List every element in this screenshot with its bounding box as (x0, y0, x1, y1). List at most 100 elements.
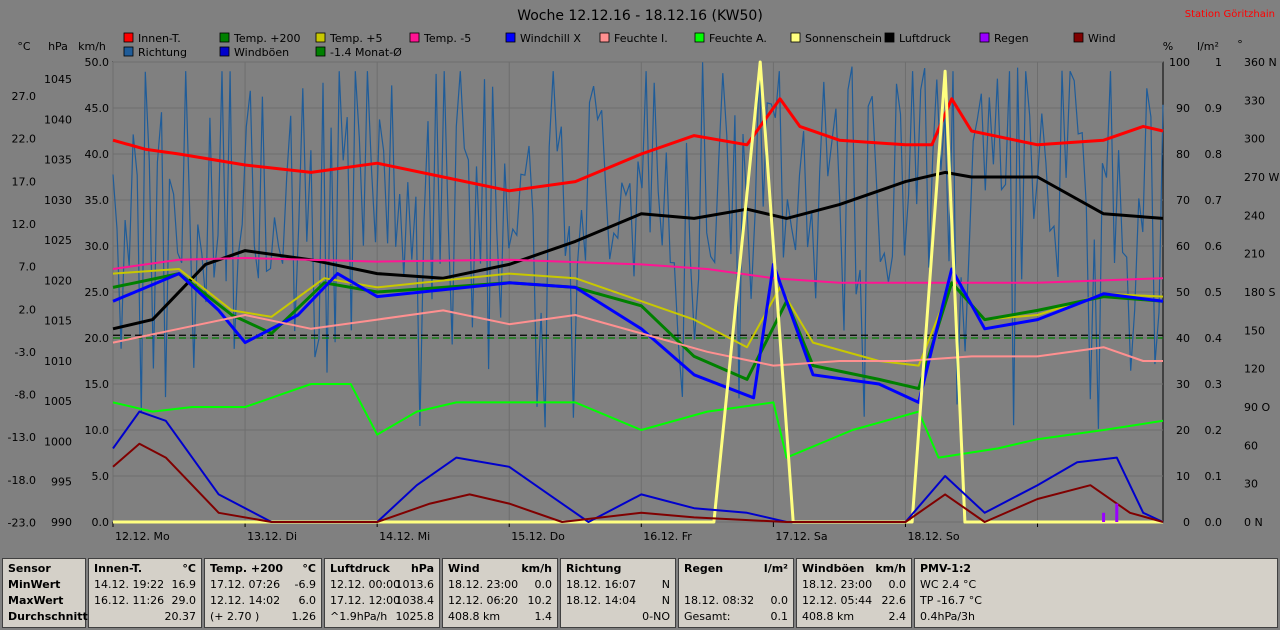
stats-windboeen-title: Windböen (802, 562, 865, 575)
degree-tick-label: 300 (1244, 133, 1265, 146)
legend-label-row1: Sonnenschein (805, 32, 882, 45)
stats-innen-title: Innen-T. (94, 562, 143, 575)
stats-innen-time: 16.12. 11:26 (94, 594, 165, 607)
stats-innen-value: 29.0 (171, 594, 197, 607)
sensor-label: Sensor (8, 562, 51, 575)
stats-richtung-value: N (661, 578, 670, 591)
rain-tick-label: 0.3 (1205, 378, 1223, 391)
degree-tick-label: 60 (1244, 439, 1258, 452)
series-windchill (112, 262, 1164, 404)
stats-regen-panel: Regen l/m² 18.12. 08:32 0.0 Gesamt: 0.1 (678, 558, 794, 628)
legend-swatch (219, 32, 230, 43)
degree-tick-label: 210 (1244, 248, 1265, 261)
x-tick-label: 15.12. Do (511, 530, 565, 543)
stats-richtung-title: Richtung (566, 562, 622, 575)
stats-table: Sensor MinWert MaxWert Durchschnitt Inne… (0, 556, 1280, 630)
legend-swatch (694, 32, 705, 43)
legend-label-row1: Wind (1088, 32, 1116, 45)
temp-tick-label: -13.0 (8, 431, 36, 444)
x-tick-label: 18.12. So (907, 530, 959, 543)
hpa-tick-label: 1000 (44, 435, 72, 448)
x-tick-label: 13.12. Di (247, 530, 297, 543)
degree-tick-label: 30 (1244, 478, 1258, 491)
rain-tick-label: 0.2 (1205, 424, 1223, 437)
regen-bar (1102, 512, 1106, 522)
stats-luftdruck-value: 1013.6 (395, 578, 435, 591)
rain-tick-label: 0.1 (1205, 470, 1223, 483)
legend-swatch (790, 32, 801, 43)
temp-tick-label: 12.0 (12, 218, 37, 231)
degree-tick-label: 120 (1244, 363, 1265, 376)
percent-tick-label: 40 (1176, 332, 1190, 345)
rain-tick-label: 0.6 (1205, 240, 1223, 253)
stats-pmv-value: TP -16.7 °C (920, 594, 982, 607)
legend-label-row1: Regen (994, 32, 1029, 45)
stats-wind-value: 1.4 (534, 610, 553, 623)
stats-pmv-value: 0.4hPa/3h (920, 610, 976, 623)
stats-innen-value: 20.37 (164, 610, 197, 623)
kmh-tick-label: 50.0 (85, 56, 110, 69)
kmh-tick-label: 35.0 (85, 194, 110, 207)
stats-wind-time: 12.12. 06:20 (448, 594, 519, 607)
stats-pmv-title: PMV-1:2 (920, 562, 971, 575)
percent-tick-label: 10 (1176, 470, 1190, 483)
series-temp_m5 (112, 257, 1164, 284)
legend-swatch (505, 32, 516, 43)
kmh-tick-label: 45.0 (85, 102, 110, 115)
legend-label-row2: Windböen (234, 46, 289, 59)
stats-windboeen-time: 408.8 km (802, 610, 855, 623)
degree-tick-label: 150 (1244, 324, 1265, 337)
weather-chart: Woche 12.12.16 - 18.12.16 (KW50) Station … (8, 8, 1280, 543)
kmh-tick-label: 25.0 (85, 286, 110, 299)
stats-temp200-value: -6.9 (294, 578, 316, 591)
temp-tick-label: -23.0 (8, 517, 36, 530)
hpa-tick-label: 1020 (44, 274, 72, 287)
stats-temp200-value: 1.26 (291, 610, 317, 623)
stats-pmv-value: WC 2.4 °C (920, 578, 977, 591)
rain-tick-label: 1 (1215, 56, 1222, 69)
x-tick-label: 16.12. Fr (643, 530, 692, 543)
percent-tick-label: 70 (1176, 194, 1190, 207)
stats-windboeen-panel: Windböen km/h 18.12. 23:00 0.0 12.12. 05:44 2… (796, 558, 912, 628)
stats-luftdruck-value: 1025.8 (395, 610, 435, 623)
stats-wind-unit: km/h (521, 562, 552, 575)
stats-regen-unit: l/m² (763, 562, 788, 575)
axis-unit-hpa: hPa (48, 40, 68, 53)
stats-windboeen-value: 2.4 (888, 610, 907, 623)
stats-wind-time: 408.8 km (448, 610, 501, 623)
legend-label-row1: Windchill X (520, 32, 581, 45)
stats-luftdruck-time: 17.12. 12:00 (330, 594, 401, 607)
percent-tick-label: 100 (1169, 56, 1190, 69)
legend-label-row2: -1.4 Monat-Ø (330, 46, 402, 59)
chart-title: Woche 12.12.16 - 18.12.16 (KW50) (517, 8, 763, 24)
series-feuchte_i (112, 309, 1163, 367)
hpa-tick-label: 1045 (44, 73, 72, 86)
stats-temp200-title: Temp. +200 (210, 562, 284, 575)
degree-tick-label: 360 N (1244, 56, 1277, 69)
min-label: MinWert (8, 578, 61, 591)
legend-label-row1: Feuchte A. (709, 32, 767, 45)
temp-tick-label: 17.0 (12, 175, 37, 188)
legend-swatch (123, 46, 134, 57)
legend-swatch (599, 32, 610, 43)
stats-regen-value: 0.1 (770, 610, 789, 623)
stats-wind-value: 0.0 (534, 578, 553, 591)
series-wind (112, 442, 1164, 523)
stats-richtung-value: N (661, 594, 670, 607)
kmh-tick-label: 15.0 (85, 378, 110, 391)
stats-temp200-value: 6.0 (298, 594, 317, 607)
legend-swatch (123, 32, 134, 43)
legend-label-row1: Temp. +200 (233, 32, 301, 45)
stats-richtung-panel: Richtung 18.12. 16:07 N 18.12. 14:04 N 0-NO (560, 558, 676, 628)
temp-tick-label: -8.0 (15, 389, 36, 402)
percent-tick-label: 50 (1176, 286, 1190, 299)
legend-label-row1: Feuchte I. (614, 32, 668, 45)
legend-label-row1: Temp. -5 (423, 32, 471, 45)
stats-innen-value: 16.9 (171, 578, 197, 591)
stats-luftdruck-title: Luftdruck (330, 562, 390, 575)
stats-wind-time: 18.12. 23:00 (448, 578, 519, 591)
degree-tick-label: 90 O (1244, 401, 1270, 414)
axis-unit-rain: l/m² (1197, 40, 1219, 53)
hpa-tick-label: 1010 (44, 355, 72, 368)
legend-label-row1: Innen-T. (138, 32, 181, 45)
